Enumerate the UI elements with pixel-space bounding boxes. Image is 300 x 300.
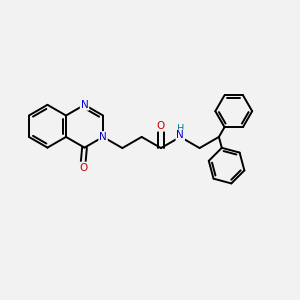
Text: H: H xyxy=(177,124,184,134)
Text: O: O xyxy=(157,121,165,131)
Text: N: N xyxy=(99,132,107,142)
Text: O: O xyxy=(79,163,87,172)
Text: N: N xyxy=(81,100,88,110)
Text: N: N xyxy=(176,130,184,140)
